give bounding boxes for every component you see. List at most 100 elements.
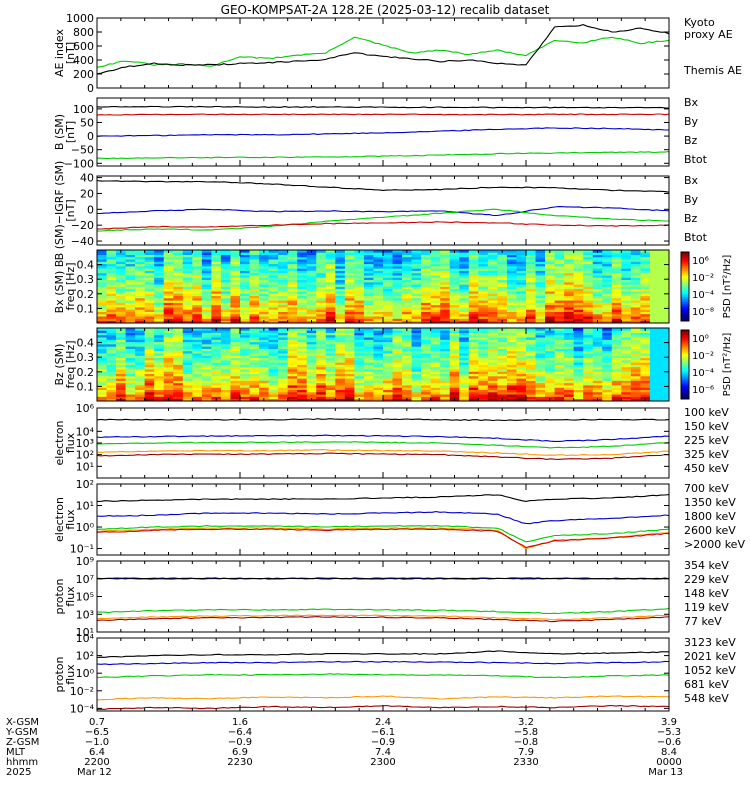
spectrogram-cell: [421, 366, 432, 370]
spectrogram-cell: [230, 297, 241, 301]
spectrogram-cell: [106, 316, 117, 319]
spectrogram-cell: [440, 259, 451, 262]
spectrogram-cell: [564, 396, 575, 400]
spectrogram-cell: [325, 328, 336, 331]
spectrogram-cell: [430, 357, 441, 361]
spectrogram-cell: [487, 286, 498, 290]
spectrogram-cell: [630, 398, 641, 402]
spectrogram-cell: [106, 359, 117, 363]
spectrogram-cell: [363, 304, 374, 308]
spectrogram-cell: [640, 261, 651, 265]
spectrogram-cell: [383, 330, 393, 333]
spectrogram-cell: [220, 398, 231, 402]
spectrogram-cell: [125, 396, 136, 400]
spectrogram-cell: [383, 263, 393, 267]
spectrogram-cell: [220, 328, 231, 331]
spectrogram-cell: [564, 339, 575, 343]
legend-entry: Bz: [684, 212, 698, 225]
orbit-value: 1.6: [232, 717, 248, 728]
spectrogram-cell: [478, 300, 489, 303]
spectrogram-cell: [535, 346, 546, 349]
spectrogram-cell: [640, 394, 651, 397]
spectrogram-cell: [373, 355, 384, 359]
spectrogram-cell: [97, 291, 107, 294]
ylabel-bzspec: Bz (SM): [53, 344, 66, 386]
spectrogram-cell: [287, 355, 298, 359]
spectrogram-cell: [201, 378, 212, 381]
spectrogram-cell: [173, 259, 184, 262]
spectrogram-cell: [316, 378, 327, 381]
spectrogram-cell: [220, 297, 231, 301]
spectrogram-cell: [497, 295, 508, 299]
spectrogram-cell: [621, 270, 632, 274]
spectrogram-cell: [516, 316, 527, 319]
spectrogram-cell: [564, 359, 575, 363]
spectrogram-cell: [402, 359, 412, 363]
spectrogram-cell: [564, 373, 575, 377]
spectrogram-cell: [144, 398, 155, 402]
spectrogram-cell: [459, 343, 470, 347]
spectrogram-cell: [402, 297, 412, 301]
spectrogram-cell: [116, 382, 126, 386]
colorbar-step: [681, 395, 689, 398]
spectrogram-cell: [116, 265, 126, 269]
spectrogram-cell: [659, 371, 670, 375]
legend-entry: 700 keV: [684, 482, 729, 495]
spectrogram-cell: [306, 307, 317, 310]
spectrogram-cell: [106, 318, 117, 322]
spectrogram-cell: [373, 281, 384, 285]
spectrogram-cell: [220, 313, 231, 317]
spectrogram-cell: [583, 275, 594, 278]
spectrogram-cell: [373, 398, 384, 402]
spectrogram-cell: [554, 263, 565, 267]
spectrogram-cell: [573, 380, 584, 384]
spectrogram-cell: [240, 288, 250, 292]
spectrogram-cell: [97, 387, 107, 390]
spectrogram-cell: [649, 300, 660, 303]
spectrogram-cell: [497, 256, 508, 260]
spectrogram-cell: [392, 254, 403, 258]
spectrogram-cell: [354, 396, 365, 400]
spectrogram-cell: [583, 265, 594, 269]
spectrogram-cell: [383, 307, 393, 310]
spectrogram-cell: [516, 284, 527, 287]
spectrogram-cell: [297, 346, 308, 349]
spectrogram-cell: [459, 307, 470, 310]
spectrogram-cell: [106, 373, 117, 377]
spectrogram-cell: [135, 330, 146, 333]
spectrogram-cell: [268, 295, 279, 299]
spectrogram-cell: [316, 320, 327, 324]
spectrogram-cell: [649, 382, 660, 386]
spectrogram-cell: [192, 309, 203, 312]
spectrogram-cell: [154, 364, 165, 368]
spectrogram-cell: [97, 265, 107, 269]
spectrogram-cell: [535, 334, 546, 338]
spectrogram-cell: [506, 313, 517, 317]
spectrogram-cell: [306, 302, 317, 306]
spectrogram-cell: [306, 272, 317, 276]
spectrogram-cell: [163, 316, 174, 319]
spectrogram-cell: [240, 270, 250, 274]
spectrogram-cell: [278, 398, 289, 402]
spectrogram-cell: [354, 364, 365, 368]
spectrogram-cell: [106, 320, 117, 324]
spectrogram-cell: [402, 339, 412, 343]
spectrogram-cell: [487, 387, 498, 390]
spectrogram-cell: [554, 259, 565, 262]
colorbar-step: [681, 354, 689, 357]
spectrogram-cell: [449, 279, 460, 283]
spectrogram-cell: [516, 330, 527, 333]
spectrogram-cell: [278, 320, 289, 324]
spectrogram-cell: [354, 284, 365, 287]
spectrogram-cell: [487, 339, 498, 343]
spectrogram-cell: [430, 270, 441, 274]
spectrogram-cell: [411, 346, 422, 349]
spectrogram-cell: [106, 337, 117, 340]
spectrogram-cell: [278, 309, 289, 312]
spectrogram-cell: [583, 270, 594, 274]
spectrogram-cell: [135, 279, 146, 283]
spectrogram-cell: [344, 270, 355, 274]
spectrogram-cell: [230, 357, 241, 361]
series-line-by: [96, 150, 670, 160]
spectrogram-cell: [287, 332, 298, 336]
